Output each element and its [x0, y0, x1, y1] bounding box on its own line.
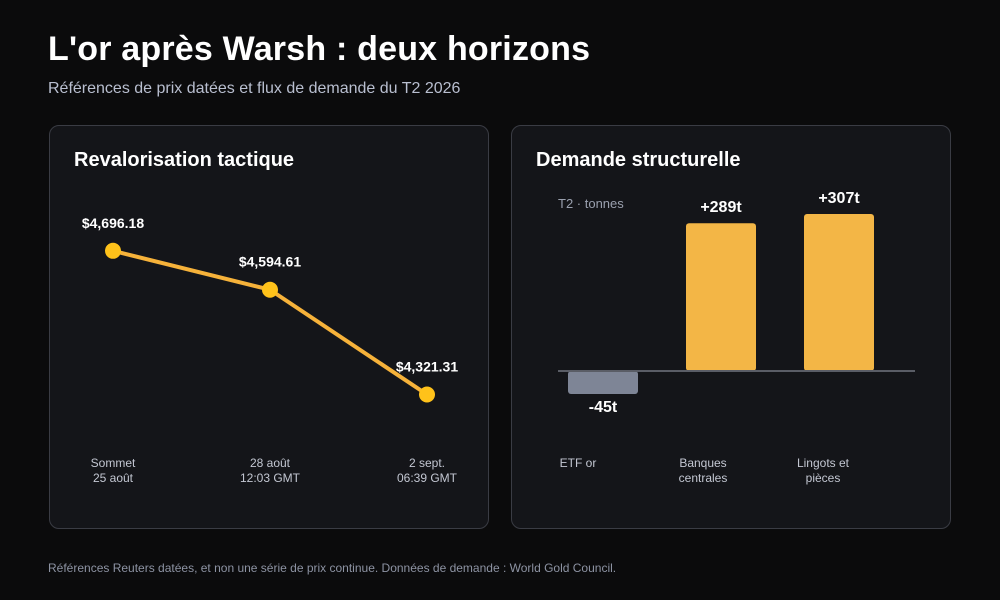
category-tick-label: Banques centrales [679, 456, 728, 485]
structural-panel-title: Demande structurelle [536, 149, 741, 171]
demand-bar [686, 223, 756, 371]
price-data-label: $4,696.18 [82, 215, 144, 231]
date-tick-label-line: 2 sept. [409, 456, 445, 470]
bar-value-label: -45t [589, 399, 618, 416]
price-data-label: $4,594.61 [239, 254, 301, 270]
category-tick-label-line: Banques [679, 456, 726, 470]
unit-label: T2 · tonnes [558, 196, 624, 211]
bar-value-label: +289t [700, 199, 742, 216]
page-subtitle: Références de prix datées et flux de dem… [48, 80, 461, 97]
price-point [419, 386, 435, 403]
demand-bar [568, 371, 638, 395]
demand-bar [804, 214, 874, 371]
date-tick-label: 28 août 12:03 GMT [240, 456, 301, 485]
category-tick-label-line: pièces [806, 471, 841, 485]
price-line-chart: $4,696.18 $4,594.61 $4,321.31 Sommet 25 août… [82, 215, 458, 485]
category-tick-label-line: centrales [679, 471, 728, 485]
price-series-line [111, 248, 429, 397]
tactical-panel-title: Revalorisation tactique [74, 149, 295, 171]
date-tick-label-line: 25 août [93, 471, 134, 485]
category-tick-label: ETF or [560, 456, 597, 470]
date-tick-label: 2 sept. 06:39 GMT [397, 456, 458, 485]
price-point [262, 281, 278, 298]
footnote: Références Reuters datées, et non une sé… [48, 561, 617, 575]
price-point [105, 242, 121, 259]
category-tick-label-line: Lingots et [797, 456, 850, 470]
category-tick-label: Lingots et pièces [797, 456, 850, 485]
bar-value-label: +307t [818, 190, 860, 207]
tactical-panel: Revalorisation tactique $4,696.18 $4,594.… [49, 125, 489, 529]
date-tick-label: Sommet 25 août [91, 456, 136, 485]
category-tick-label-line: ETF or [560, 456, 597, 470]
date-tick-label-line: 12:03 GMT [240, 471, 301, 485]
demand-bar-chart: T2 · tonnes -45t +289t +307t ETF or Banques ce… [558, 190, 915, 485]
page-title: L'or après Warsh : deux horizons [48, 30, 591, 68]
structural-panel: Demande structurelle T2 · tonnes -45t +289… [511, 125, 951, 529]
date-tick-label-line: 28 août [250, 456, 291, 470]
date-tick-label-line: 06:39 GMT [397, 471, 458, 485]
price-data-label: $4,321.31 [396, 358, 458, 374]
date-tick-label-line: Sommet [91, 456, 136, 470]
